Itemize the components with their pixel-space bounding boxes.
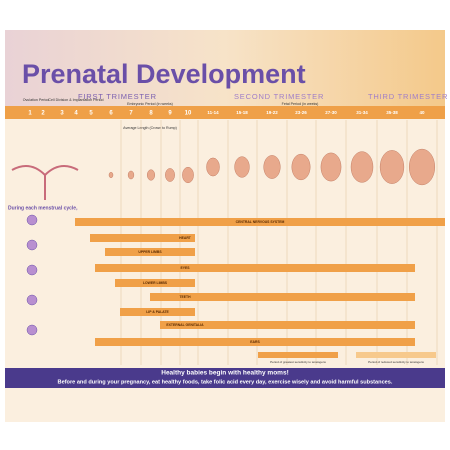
fetus <box>127 170 135 180</box>
title: Prenatal Development <box>22 59 306 89</box>
week-label: 3 <box>60 111 64 117</box>
week-label: 11-14 <box>207 110 219 115</box>
system-label: UPPER LIMBS <box>138 250 162 254</box>
week-label: 5 <box>89 111 93 117</box>
header-bg <box>5 30 445 106</box>
system-label: TEETH <box>179 295 191 299</box>
system-label: LIP & PALATE <box>146 310 169 314</box>
legend-text: Period of greatest sensitivity to terato… <box>270 360 326 364</box>
system-bar <box>95 264 415 272</box>
week-label: 19-22 <box>266 110 278 115</box>
system-bar <box>160 321 415 329</box>
fetus <box>206 157 220 177</box>
week-label: 8 <box>149 111 153 117</box>
system-label: EXTERNAL GENITALIA <box>166 323 204 327</box>
week-label: 9 <box>168 111 172 117</box>
period-label: Fetal Period (in weeks) <box>282 102 319 106</box>
stage-icon <box>26 239 38 251</box>
fetus <box>234 156 250 178</box>
fetus <box>165 168 175 182</box>
week-label: 7 <box>129 111 133 117</box>
stage-icon <box>26 214 38 226</box>
trimester-label: THIRD TRIMESTER <box>368 92 448 101</box>
system-label: HEART <box>179 236 192 240</box>
slogan: Healthy babies begin with healthy moms! <box>161 370 289 377</box>
intro: During each menstrual cycle, <box>8 205 78 211</box>
week-label: 40 <box>419 110 425 115</box>
legend-box <box>356 352 436 358</box>
trimester-label: FIRST TRIMESTER <box>78 92 157 101</box>
stage-icon <box>26 294 38 306</box>
system-label: EARS <box>250 340 260 344</box>
legend-box <box>258 352 338 358</box>
period-label: Cell Division & Implantation Period <box>48 98 103 102</box>
trimester-label: SECOND TRIMESTER <box>234 92 324 101</box>
advice: Before and during your pregnancy, eat he… <box>58 379 393 385</box>
fetus <box>320 152 342 182</box>
week-label: 2 <box>41 111 45 117</box>
system-bar <box>75 218 445 226</box>
period-label: Ovulation Period <box>23 98 50 102</box>
period-label: Average Length (Crown to Rump) <box>123 126 177 130</box>
week-label: 10 <box>185 111 192 117</box>
week-label: 15-18 <box>236 110 248 115</box>
fetus <box>146 169 155 181</box>
system-bar <box>90 234 195 242</box>
content: FIRST TRIMESTER SECOND TRIMESTER THIRD TRI… <box>8 92 448 386</box>
system-bar <box>150 293 415 301</box>
fetus <box>182 166 194 184</box>
slogan-band <box>5 368 445 388</box>
period-label: Embryonic Period (in weeks) <box>127 102 173 106</box>
system-bar <box>115 279 195 287</box>
legend-text: Period of reduced sensitivity to teratog… <box>368 360 424 364</box>
system-label: EYES <box>180 266 190 270</box>
fetus <box>263 155 281 179</box>
system-bar <box>105 248 195 256</box>
fetus <box>379 150 405 184</box>
week-label: 35-38 <box>386 110 398 115</box>
week-label: 6 <box>109 111 113 117</box>
system-label: LOWER LIMBS <box>143 281 168 285</box>
stage-icon <box>26 324 38 336</box>
fetus <box>291 153 311 181</box>
week-label: 31-34 <box>356 110 368 115</box>
fetus <box>350 151 374 183</box>
stage-icon <box>26 264 38 276</box>
week-label: 4 <box>74 111 78 117</box>
fetus <box>108 171 114 178</box>
system-bar <box>120 308 195 316</box>
fetus <box>409 148 436 186</box>
week-label: 1 <box>28 111 32 117</box>
week-label: 23-26 <box>295 110 307 115</box>
uterus <box>11 165 79 200</box>
system-bar <box>95 338 415 346</box>
week-label: 27-30 <box>325 110 337 115</box>
week-band <box>5 106 445 119</box>
system-label: CENTRAL NERVOUS SYSTEM <box>236 220 285 224</box>
